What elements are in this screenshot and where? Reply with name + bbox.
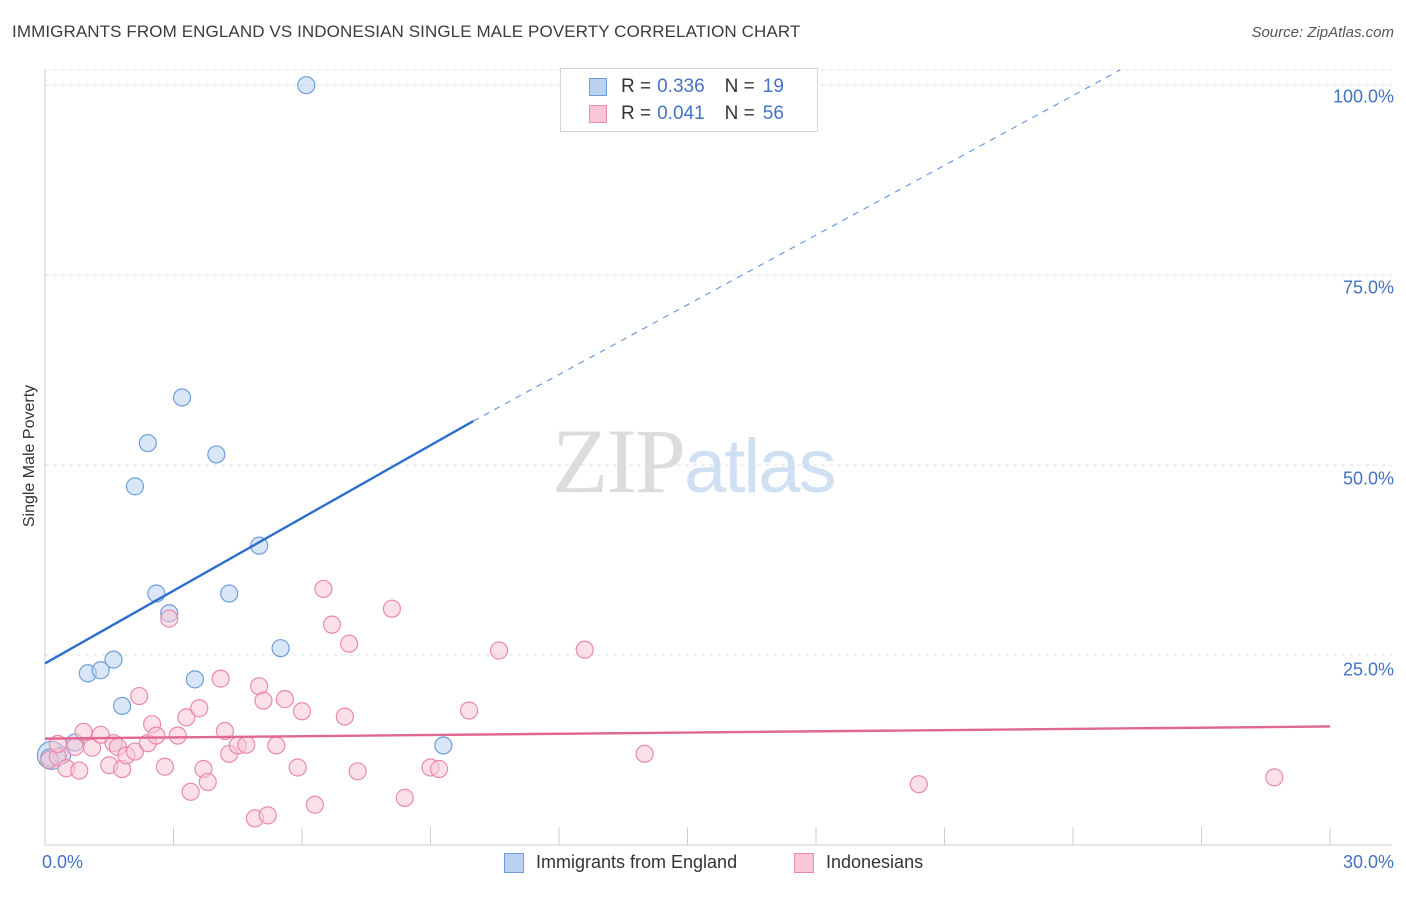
data-point-indonesian <box>237 735 256 754</box>
trend-line-england-projection <box>473 69 1121 422</box>
legend-n-label: N = <box>724 76 755 97</box>
data-point-indonesian <box>267 736 286 755</box>
data-point-indonesian <box>288 758 307 777</box>
data-point-england <box>250 536 269 555</box>
data-point-indonesian <box>909 775 928 794</box>
legend-swatch-indonesians <box>589 105 607 123</box>
data-point-indonesian <box>395 788 414 807</box>
data-point-england <box>125 477 145 496</box>
data-point-indonesian <box>70 761 89 780</box>
data-point-indonesian <box>181 782 200 801</box>
data-point-england <box>207 445 226 464</box>
data-point-indonesian <box>382 599 402 618</box>
data-point-indonesian <box>340 634 359 653</box>
trend-line-england <box>44 419 474 665</box>
data-point-indonesian <box>215 721 234 741</box>
data-point-england <box>104 650 123 669</box>
series-label-indonesians: Indonesians <box>826 852 924 872</box>
data-point-indonesian <box>575 640 594 659</box>
data-point-indonesian <box>160 609 179 628</box>
data-point-england <box>434 736 453 755</box>
data-point-indonesian <box>314 579 333 599</box>
legend-n-value: 19 <box>762 76 784 97</box>
x-tick-label-max: 30.0% <box>1342 852 1394 872</box>
data-point-indonesian <box>322 615 342 634</box>
y-tick-label-100: 100.0% <box>1332 86 1394 107</box>
data-point-indonesian <box>275 690 294 709</box>
data-point-indonesian <box>335 707 354 726</box>
data-point-indonesian <box>211 669 230 688</box>
data-point-indonesian <box>429 759 449 779</box>
series-swatch-indonesians <box>794 852 814 873</box>
legend-n-label: N = <box>724 103 755 124</box>
data-point-indonesian <box>292 702 312 721</box>
legend-r-value: 0.041 <box>657 103 705 124</box>
legend-r-label: R = <box>621 103 652 124</box>
legend-row-indonesians: R = 0.041 N = 56 <box>589 101 784 127</box>
watermark-zip: ZIP <box>552 410 686 512</box>
data-point-england <box>138 433 157 453</box>
data-point-england <box>185 670 205 689</box>
data-point-indonesian <box>348 762 367 781</box>
data-point-indonesian <box>155 757 175 776</box>
data-point-indonesian <box>254 691 273 710</box>
y-tick-label-25: 25.0% <box>1342 659 1394 680</box>
data-point-england <box>271 639 290 658</box>
data-point-indonesian <box>130 686 149 706</box>
data-point-indonesian <box>198 772 217 792</box>
chart-title: IMMIGRANTS FROM ENGLAND VS INDONESIAN SI… <box>12 22 801 41</box>
data-point-indonesian <box>168 726 187 745</box>
data-point-indonesian <box>147 726 166 745</box>
series-legend-england[interactable]: Immigrants from England <box>504 852 737 873</box>
series-legend-indonesians[interactable]: Indonesians <box>794 852 923 873</box>
data-point-indonesian <box>459 701 479 720</box>
y-tick-label-50: 50.0% <box>1342 468 1394 489</box>
stats-legend: R = 0.336 N = 19 R = 0.041 N = 56 <box>560 68 818 132</box>
legend-r-label: R = <box>621 76 652 97</box>
data-point-indonesian <box>305 795 324 814</box>
data-point-england <box>91 661 110 680</box>
source-credit: Source: ZipAtlas.com <box>1251 24 1394 41</box>
data-point-england <box>172 388 192 407</box>
data-point-indonesian <box>1265 768 1284 787</box>
data-point-indonesian <box>125 742 145 761</box>
data-point-england <box>220 584 239 603</box>
series-swatch-england <box>504 852 524 873</box>
y-tick-label-75: 75.0% <box>1342 277 1394 298</box>
legend-row-england: R = 0.336 N = 19 <box>589 74 784 100</box>
data-point-indonesian <box>635 744 654 763</box>
y-axis-label: Single Male Poverty <box>21 384 38 528</box>
data-point-indonesian <box>258 806 277 825</box>
trend-line-indonesian <box>44 725 1331 740</box>
legend-r-value: 0.336 <box>657 76 705 97</box>
data-point-indonesian <box>489 641 509 660</box>
data-point-england <box>112 696 132 716</box>
watermark: ZIPatlas <box>552 408 837 514</box>
series-label-england: Immigrants from England <box>536 852 738 872</box>
watermark-atlas: atlas <box>684 424 837 509</box>
legend-swatch-england <box>589 78 607 96</box>
data-point-indonesian <box>177 708 196 727</box>
data-point-indonesian <box>190 699 209 718</box>
data-point-england <box>297 76 316 95</box>
data-point-indonesian <box>74 722 93 741</box>
legend-n-value: 56 <box>762 103 784 124</box>
x-tick-label-min: 0.0% <box>42 852 84 872</box>
data-point-indonesian <box>65 737 85 757</box>
